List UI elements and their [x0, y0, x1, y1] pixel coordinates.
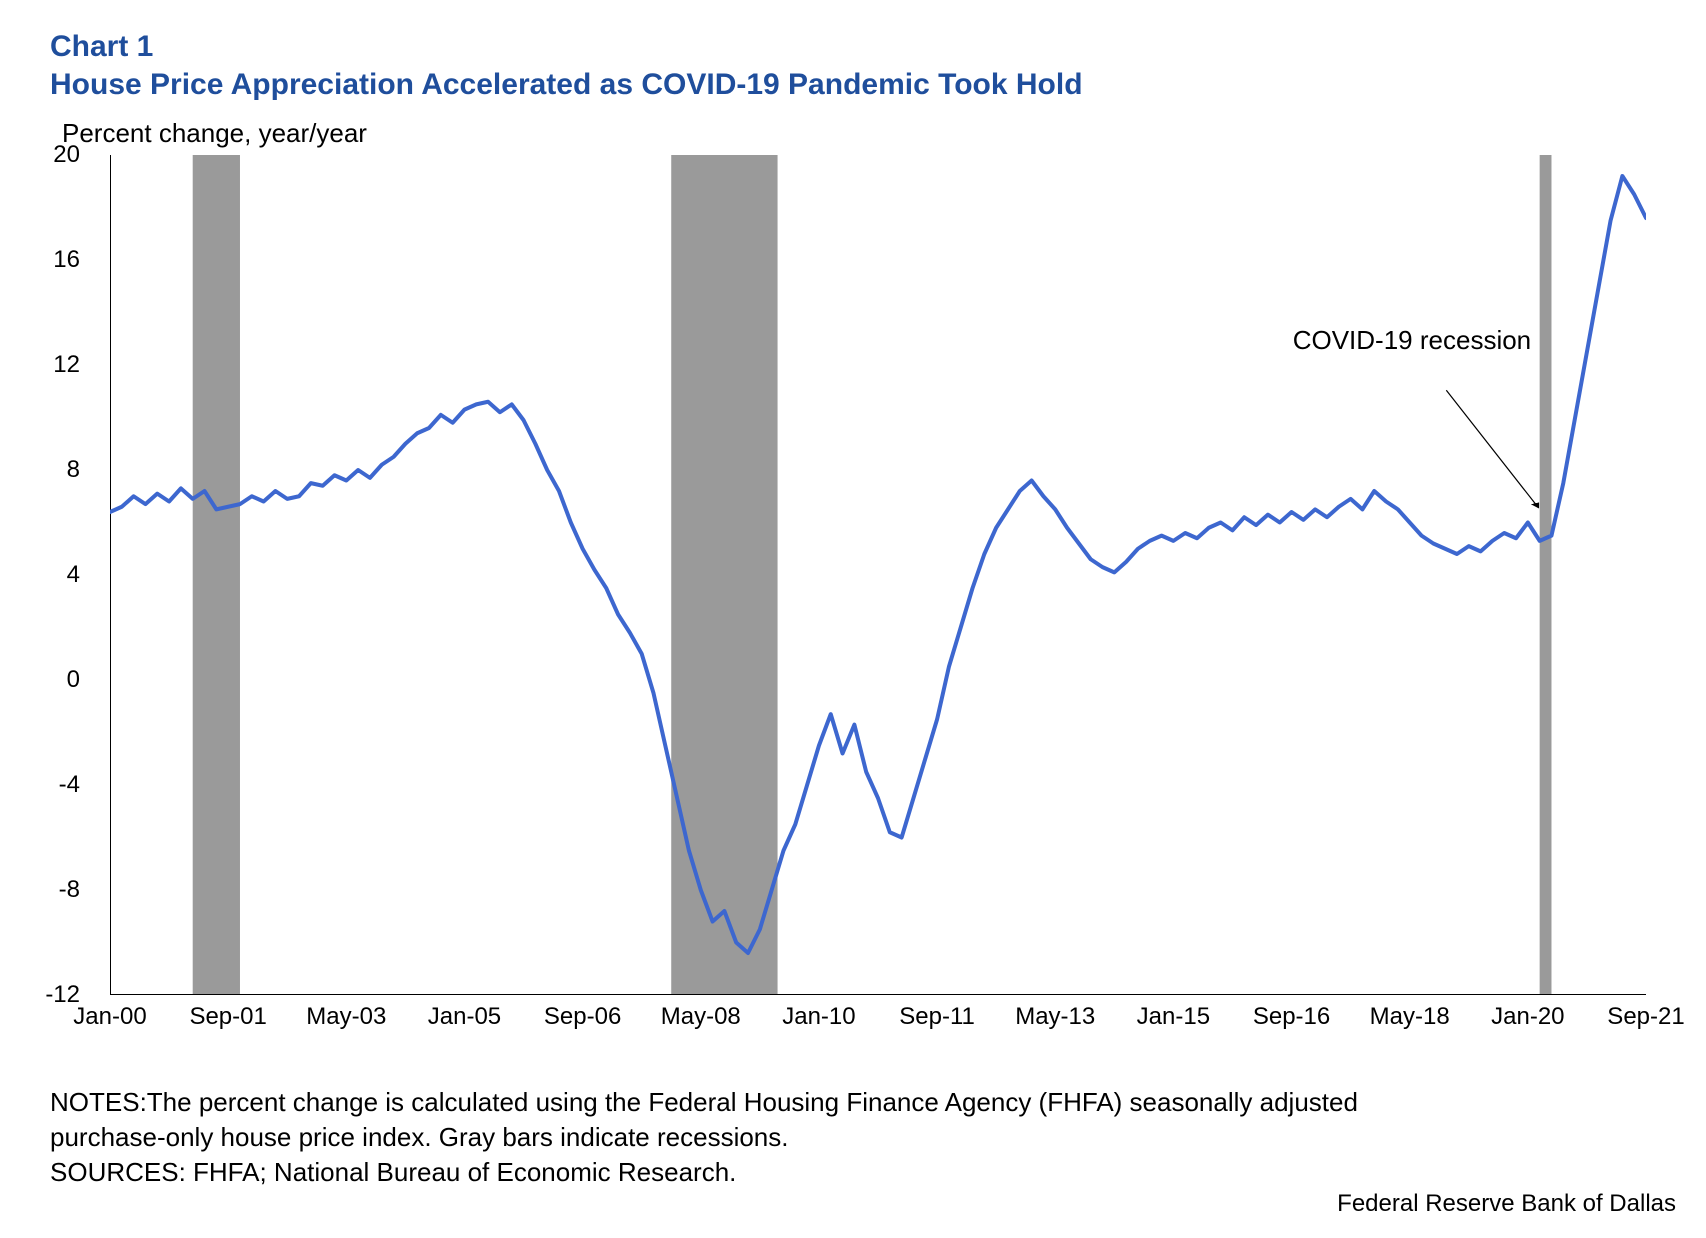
y-tick-label: -4 — [20, 771, 80, 799]
x-tick-label: Jan-05 — [428, 1003, 501, 1031]
y-axis-ticks: 201612840-4-8-12 — [20, 155, 80, 995]
x-axis-ticks: Jan-00Sep-01May-03Jan-05Sep-06May-08Jan-… — [110, 995, 1646, 1035]
y-tick-label: -12 — [20, 981, 80, 1009]
x-tick-label: Sep-06 — [544, 1003, 621, 1031]
x-tick-label: Jan-00 — [73, 1003, 146, 1031]
y-tick-label: 12 — [20, 351, 80, 379]
y-tick-label: 4 — [20, 561, 80, 589]
chart-container: Chart 1 House Price Appreciation Acceler… — [0, 0, 1706, 1238]
x-tick-label: Jan-15 — [1137, 1003, 1210, 1031]
x-tick-label: May-08 — [661, 1003, 741, 1031]
x-tick-label: Jan-10 — [782, 1003, 855, 1031]
plot-outer: 201612840-4-8-12 COVID-19 recession — [70, 155, 1646, 995]
y-tick-label: -8 — [20, 876, 80, 904]
x-tick-label: May-18 — [1370, 1003, 1450, 1031]
attribution: Federal Reserve Bank of Dallas — [1337, 1190, 1676, 1218]
x-tick-label: May-13 — [1015, 1003, 1095, 1031]
notes-line-3: SOURCES: FHFA; National Bureau of Econom… — [50, 1155, 1656, 1190]
chart-title: House Price Appreciation Accelerated as … — [50, 68, 1656, 102]
x-tick-label: Sep-16 — [1253, 1003, 1330, 1031]
x-tick-label: Sep-21 — [1607, 1003, 1684, 1031]
chart-notes: NOTES:The percent change is calculated u… — [50, 1085, 1656, 1190]
y-tick-label: 0 — [20, 666, 80, 694]
y-axis-title: Percent change, year/year — [62, 118, 1656, 149]
y-tick-label: 16 — [20, 246, 80, 274]
y-tick-label: 20 — [20, 141, 80, 169]
x-tick-label: Sep-11 — [899, 1003, 975, 1031]
annotation-arrow — [110, 155, 1646, 995]
plot-area — [110, 155, 1646, 995]
annotation-covid-label: COVID-19 recession — [1293, 325, 1531, 356]
x-tick-label: Jan-20 — [1491, 1003, 1564, 1031]
y-tick-label: 8 — [20, 456, 80, 484]
notes-line-1: NOTES:The percent change is calculated u… — [50, 1085, 1656, 1120]
chart-number: Chart 1 — [50, 30, 1656, 64]
notes-line-2: purchase-only house price index. Gray ba… — [50, 1120, 1656, 1155]
x-tick-label: May-03 — [306, 1003, 386, 1031]
x-tick-label: Sep-01 — [189, 1003, 266, 1031]
